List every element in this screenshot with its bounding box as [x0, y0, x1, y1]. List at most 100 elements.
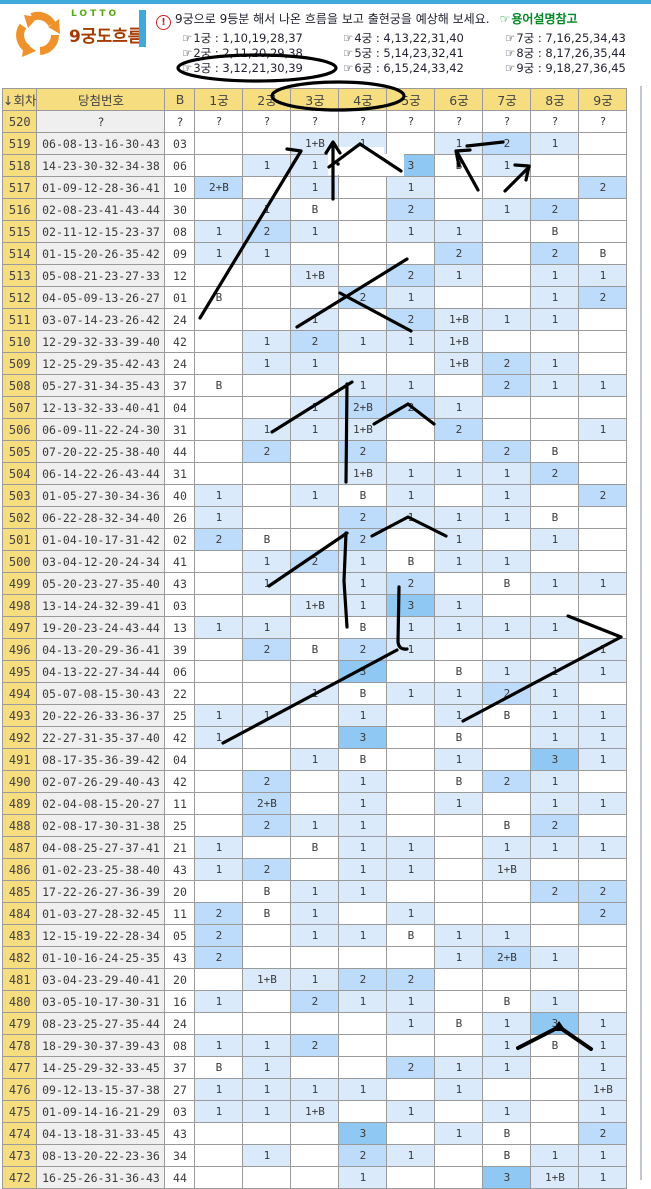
bonus-number-cell: 09	[164, 242, 196, 265]
gung-count-cell: B	[434, 770, 484, 793]
bonus-number-cell: 43	[164, 572, 196, 595]
gung-count-cell	[578, 616, 628, 639]
winning-numbers-cell: 06-08-13-16-30-43	[36, 132, 166, 155]
gung-count-cell	[578, 506, 628, 529]
gung-count-cell	[194, 264, 244, 287]
pointing-hand-icon: ☞	[505, 61, 516, 76]
table-row: 488 02-08-17-30-31-38 25 2 1 1 B 2	[1, 814, 628, 837]
gung-count-cell	[434, 176, 484, 199]
table-row: 477 14-25-29-32-33-45 37 B 1 2 1 1 1	[1, 1056, 628, 1079]
gung-count-cell: B	[194, 286, 244, 309]
gung-count-cell: 2	[338, 1144, 388, 1167]
draw-number-cell: 487	[1, 836, 38, 859]
gung-count-cell: 1	[530, 704, 580, 727]
bonus-number-cell: 04	[164, 748, 196, 771]
gung-count-cell: 1	[482, 484, 532, 507]
draw-number-cell: 492	[1, 726, 38, 749]
gung-count-cell: 1	[338, 1166, 388, 1189]
draw-number-cell: 498	[1, 594, 38, 617]
gung-count-cell	[482, 330, 532, 353]
gung-count-cell: 2	[482, 440, 532, 463]
winning-numbers-cell: 05-07-08-15-30-43	[36, 682, 166, 705]
gung-count-cell	[194, 198, 244, 221]
table-row: 520???????????	[1, 110, 628, 133]
draw-number-cell: 516	[1, 198, 38, 221]
bonus-number-cell: 11	[164, 792, 196, 815]
gung-count-cell: 1	[530, 836, 580, 859]
bonus-number-cell: 21	[164, 836, 196, 859]
gung-count-cell	[578, 968, 628, 991]
draw-number-cell: 473	[1, 1144, 38, 1167]
gung-count-cell	[482, 220, 532, 243]
bonus-number-cell: 08	[164, 1034, 196, 1057]
draw-number-cell: 485	[1, 880, 38, 903]
draw-number-cell: 482	[1, 946, 38, 969]
gung-count-cell: 1	[434, 132, 484, 155]
bonus-number-cell: 13	[164, 616, 196, 639]
gung-count-cell	[194, 330, 244, 353]
gung-count-cell	[386, 440, 436, 463]
gung-count-cell	[482, 594, 532, 617]
gung-count-cell: 1	[386, 616, 436, 639]
gung-count-cell: 1	[434, 616, 484, 639]
gung-count-cell: 1	[338, 132, 388, 155]
draw-number-cell: 481	[1, 968, 38, 991]
gung-count-cell: 1+B	[290, 594, 340, 617]
winning-numbers-cell: 08-23-25-27-35-44	[36, 1012, 166, 1035]
table-row: 517 01-09-12-28-36-41 10 2+B 1 1 2	[1, 176, 628, 199]
gung-count-cell: 3	[386, 594, 436, 617]
gung-count-cell: 1	[290, 902, 340, 925]
gung-count-cell: 1	[338, 594, 388, 617]
gung-count-cell: 1	[242, 572, 292, 595]
gung-count-cell	[242, 264, 292, 287]
bonus-number-cell: 22	[164, 682, 196, 705]
gung-count-cell: 2	[578, 1122, 628, 1145]
gung-count-cell: 2	[482, 374, 532, 397]
gung-count-cell: 2	[194, 528, 244, 551]
gung-count-cell: 1	[530, 792, 580, 815]
bonus-number-cell: 44	[164, 1166, 196, 1189]
gung-count-cell	[242, 132, 292, 155]
gung-count-cell: B	[194, 1056, 244, 1079]
winning-numbers-cell: 12-13-32-33-40-41	[36, 396, 166, 419]
winning-numbers-cell: 16-25-26-31-36-43	[36, 1166, 166, 1189]
draw-number-cell: 477	[1, 1056, 38, 1079]
gung-count-cell	[242, 924, 292, 947]
gung-count-cell: 2	[530, 198, 580, 221]
gung-count-cell: 1	[338, 814, 388, 837]
bonus-number-cell: 43	[164, 946, 196, 969]
gung-count-cell: 2	[434, 418, 484, 441]
gung-count-cell	[434, 990, 484, 1013]
gung-count-cell	[578, 924, 628, 947]
glossary-link[interactable]: ☞용어설명참고	[499, 12, 578, 26]
winning-numbers-cell: 06-09-11-22-24-30	[36, 418, 166, 441]
gung-count-cell: 1	[338, 770, 388, 793]
gung-count-cell: B	[482, 1122, 532, 1145]
winning-numbers-cell: 13-14-24-32-39-41	[36, 594, 166, 617]
gung-count-cell	[242, 396, 292, 419]
gung-count-cell: 1	[434, 748, 484, 771]
pointing-hand-icon: ☞	[343, 31, 354, 45]
winning-numbers-cell: 14-23-30-32-34-38	[36, 154, 166, 177]
gung-count-cell: 1	[578, 418, 628, 441]
gung-count-cell: 1	[386, 902, 436, 925]
gung-count-cell	[194, 1144, 244, 1167]
draw-number-cell: 509	[1, 352, 38, 375]
gung-count-cell: 1	[338, 374, 388, 397]
gung-count-cell	[530, 1078, 580, 1101]
gung-count-cell: 1+B	[338, 418, 388, 441]
draw-number-cell: 519	[1, 132, 38, 155]
gung-count-cell	[338, 176, 388, 199]
gung-count-cell: B	[530, 440, 580, 463]
bonus-number-cell: 40	[164, 484, 196, 507]
gung-count-cell: 1	[434, 220, 484, 243]
col-header-bonus: B	[164, 88, 196, 111]
winning-numbers-cell: 04-13-20-29-36-41	[36, 638, 166, 661]
gung-count-cell	[194, 792, 244, 815]
gung-count-cell: 1	[578, 792, 628, 815]
gung-count-cell: 1	[290, 924, 340, 947]
table-row: 494 05-07-08-15-30-43 22 1 B 1 1 2 1	[1, 682, 628, 705]
table-row: 472 16-25-26-31-36-43 44 1 3 1+B 1	[1, 1166, 628, 1189]
gung-count-cell: 1	[242, 242, 292, 265]
gung-count-cell: 2	[242, 770, 292, 793]
